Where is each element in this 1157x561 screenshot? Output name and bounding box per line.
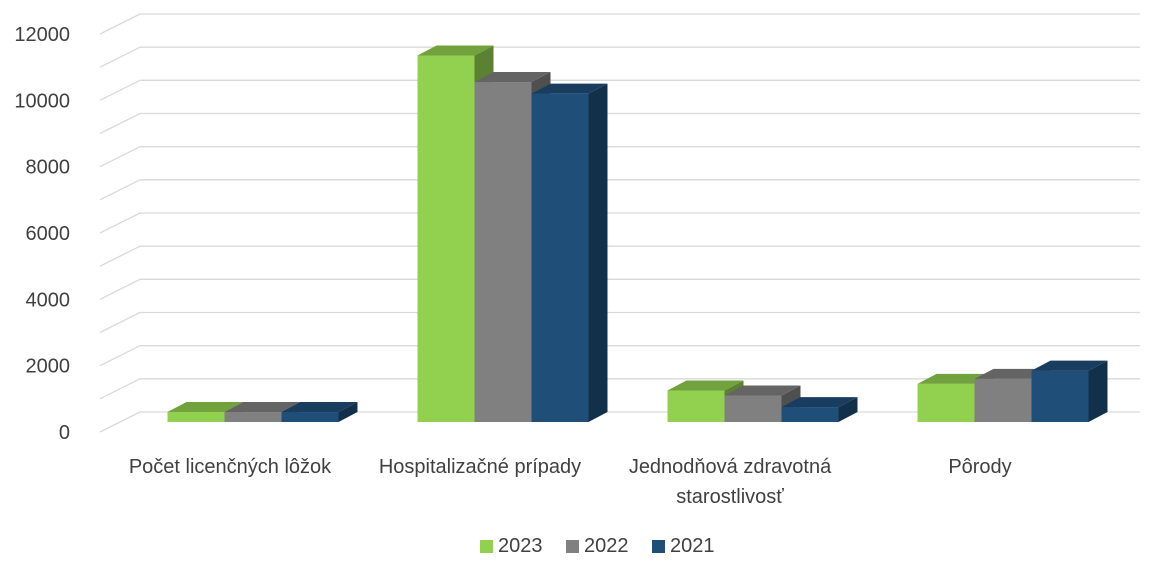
bar — [1031, 370, 1089, 422]
bar — [531, 93, 589, 423]
gridline-side — [99, 179, 141, 201]
legend-swatch — [566, 540, 579, 553]
bar-side — [588, 83, 608, 423]
bar — [724, 395, 782, 422]
legend-label: 2021 — [670, 535, 715, 557]
x-tick-label: Počet licenčných lôžok — [129, 456, 332, 478]
gridline-side — [99, 212, 141, 234]
bar — [167, 412, 225, 422]
bar-top — [224, 402, 301, 413]
gridline-side — [99, 46, 141, 68]
bar-top — [417, 45, 494, 56]
bar-top — [781, 397, 858, 408]
bar — [417, 55, 475, 423]
bar-side — [838, 397, 858, 422]
bar — [917, 383, 975, 422]
gridline-side — [99, 79, 141, 101]
y-tick-label: 0 — [59, 422, 70, 444]
gridline-side — [99, 411, 141, 433]
bar-side — [1088, 360, 1108, 422]
y-tick-label: 2000 — [26, 356, 71, 378]
bar — [224, 412, 282, 422]
x-tick-label: Hospitalizačné prípady — [379, 456, 581, 478]
bar — [781, 407, 839, 422]
gridline-side — [99, 278, 141, 300]
legend-swatch — [480, 540, 493, 553]
bar-top — [531, 83, 608, 94]
gridline-side — [99, 146, 141, 168]
x-tick-label: Jednodňová zdravotná — [629, 456, 832, 478]
gridline-side — [99, 245, 141, 267]
bar-side — [338, 402, 358, 422]
legend-swatch — [652, 540, 665, 553]
gridline-side — [99, 378, 141, 400]
y-tick-label: 6000 — [26, 223, 71, 245]
y-tick-label: 8000 — [26, 157, 71, 179]
x-tick-label: Pôrody — [948, 456, 1011, 478]
gridline-side — [99, 345, 141, 367]
bar-top — [167, 402, 244, 413]
bar — [667, 390, 725, 422]
bar — [974, 378, 1032, 422]
bar-top — [724, 385, 801, 396]
bar-top — [474, 72, 551, 83]
legend-label: 2023 — [498, 535, 543, 557]
gridline-side — [99, 13, 141, 35]
bar — [474, 82, 532, 423]
gridline-side — [99, 112, 141, 135]
x-tick-label: starostlivosť — [676, 486, 784, 508]
bar-top — [281, 402, 358, 413]
y-tick-label: 12000 — [14, 24, 70, 46]
bar-top — [1031, 360, 1108, 371]
gridline-side — [99, 311, 141, 334]
bar-top — [667, 380, 744, 391]
y-tick-label: 10000 — [14, 90, 70, 112]
y-tick-label: 4000 — [26, 289, 71, 311]
legend-label: 2022 — [584, 535, 629, 557]
bar — [281, 412, 339, 422]
